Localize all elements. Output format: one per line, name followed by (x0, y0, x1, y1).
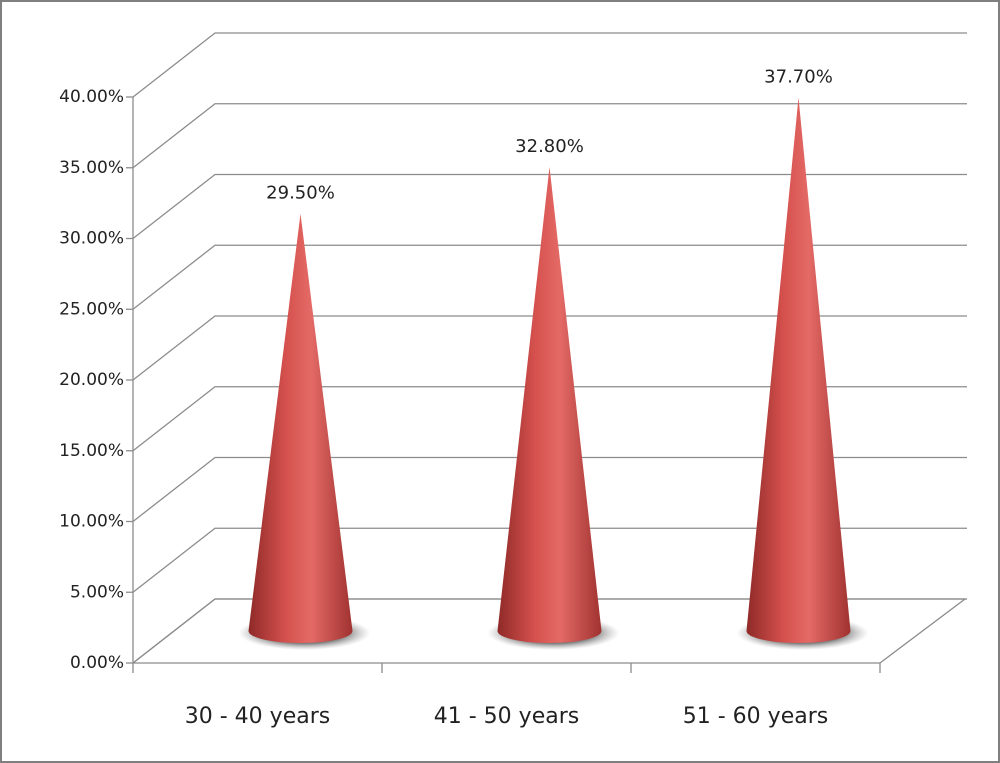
grid-line (132, 315, 967, 381)
grid-line (132, 527, 967, 593)
y-tick-label: 25.00% (59, 299, 124, 319)
y-tick-label: 0.00% (70, 653, 124, 673)
y-tick-label: 30.00% (59, 229, 124, 249)
y-tick-label: 15.00% (59, 441, 124, 461)
grid-line (132, 173, 967, 240)
grid-line (132, 32, 967, 98)
grid-line (132, 456, 967, 523)
cone (746, 97, 851, 644)
y-tick-label: 5.00% (70, 582, 124, 602)
x-tick-label: 41 - 50 years (434, 704, 579, 729)
y-tick-label: 20.00% (59, 370, 124, 390)
grid-line (132, 244, 967, 310)
grid-line (132, 103, 967, 169)
grid-line (132, 598, 967, 664)
x-tick-label: 30 - 40 years (185, 704, 330, 729)
value-label: 32.80% (515, 136, 584, 157)
value-label: 37.70% (764, 67, 833, 88)
y-tick-label: 10.00% (59, 512, 124, 532)
cone (248, 213, 353, 643)
value-label: 29.50% (266, 183, 335, 204)
grid-line (132, 386, 967, 452)
y-tick-label: 40.00% (59, 87, 124, 107)
cone (497, 166, 602, 643)
x-tick-label: 51 - 60 years (683, 704, 828, 729)
y-tick-label: 35.00% (59, 158, 124, 178)
